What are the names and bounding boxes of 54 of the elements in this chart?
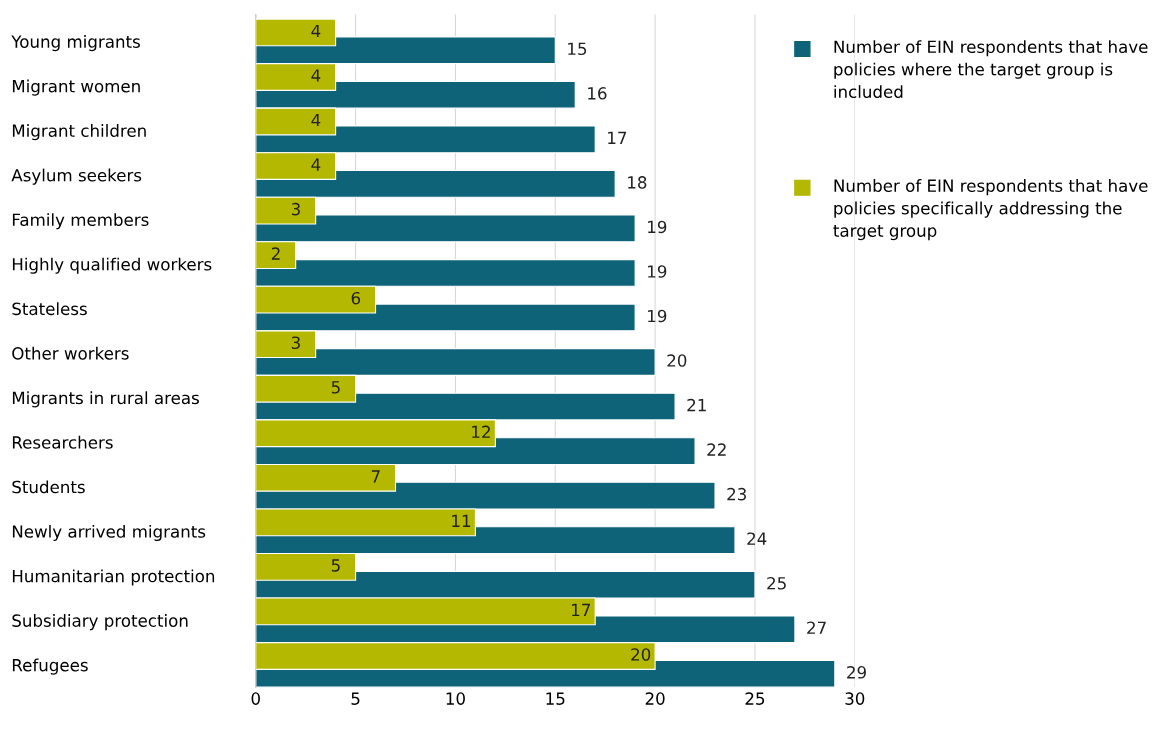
data-label: 6	[351, 291, 361, 305]
legend-label: Number of EIN respondents that have policies specifically addressing the target group	[833, 179, 1148, 241]
x-tick-label: 0	[251, 692, 260, 705]
x-tick-label: 20	[645, 692, 665, 705]
x-tick-label: 10	[446, 692, 465, 705]
y-tick-label: Stateless	[12, 302, 87, 316]
x-tick-label: 30	[845, 692, 865, 705]
data-label: 27	[807, 621, 826, 634]
data-label: 16	[588, 87, 607, 100]
data-label: 4	[311, 69, 321, 82]
y-tick-label: Students	[12, 480, 85, 494]
data-label: 5	[331, 559, 340, 572]
data-label: 17	[608, 131, 627, 144]
data-label: 23	[727, 487, 746, 501]
data-label: 2	[271, 247, 280, 260]
y-tick-label: Researchers	[12, 435, 113, 449]
data-label: 4	[311, 158, 321, 171]
data-label: 17	[572, 603, 590, 617]
y-tick-label: Migrant women	[12, 79, 140, 96]
data-label: 20	[667, 354, 687, 367]
y-tick-label: Other workers	[12, 346, 129, 360]
data-label: 25	[767, 576, 786, 590]
data-label: 18	[628, 176, 647, 189]
data-label: 11	[452, 514, 471, 527]
x-tick-label: 25	[745, 692, 765, 705]
data-label: 29	[847, 666, 866, 679]
data-label: 4	[311, 24, 321, 38]
y-tick-label: Highly qualified workers	[12, 257, 212, 274]
y-tick-label: Migrants in rural areas	[12, 391, 199, 408]
y-tick-label: Young migrants	[11, 35, 140, 52]
data-label: 5	[331, 381, 340, 394]
data-label: 15	[568, 42, 587, 56]
data-label: 3	[291, 336, 300, 350]
y-tick-label: Humanitarian protection	[12, 569, 215, 586]
data-label: 12	[472, 425, 490, 438]
data-label: 22	[707, 443, 726, 456]
y-tick-label: Subsidiary protection	[12, 614, 188, 631]
data-label: 21	[687, 398, 706, 412]
x-tick-label: 15	[546, 692, 565, 705]
data-label: 19	[648, 220, 667, 234]
y-tick-label: Asylum seekers	[11, 168, 142, 185]
data-label: 19	[648, 265, 667, 278]
y-tick-label: Migrant children	[12, 124, 146, 141]
y-tick-label: Newly arrived migrants	[12, 524, 206, 542]
data-label: 3	[291, 202, 300, 216]
data-label: 7	[371, 470, 380, 483]
data-label: 4	[311, 113, 321, 127]
x-tick-label: 5	[351, 692, 360, 705]
y-tick-label: Family members	[12, 213, 149, 230]
legend-label: Number of EIN respondents that have policies where the target group is included	[834, 40, 1148, 99]
data-label: 24	[747, 532, 767, 545]
data-label: 19	[648, 309, 667, 323]
y-tick-label: Refugees	[12, 658, 88, 675]
data-label: 20	[631, 648, 651, 661]
